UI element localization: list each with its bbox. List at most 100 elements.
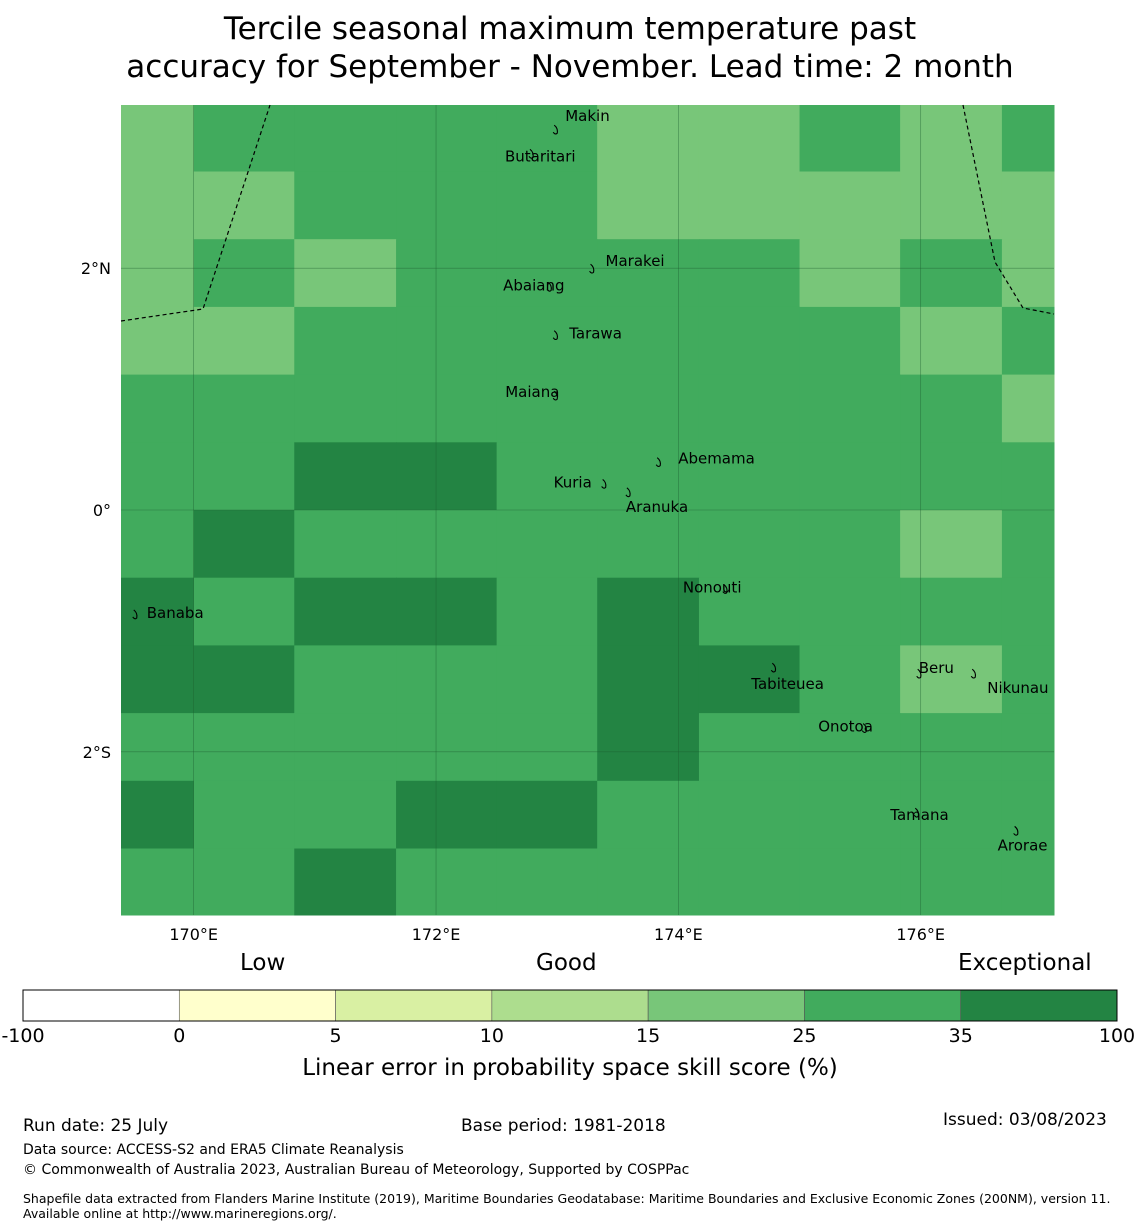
colorbar-bin [804, 989, 962, 1022]
colorbar-label: Linear error in probability space skill … [302, 1055, 838, 1081]
base-period: Base period: 1981-2018 [461, 1116, 666, 1136]
skill-cell [597, 645, 700, 714]
island-label: Abaiang [503, 276, 564, 294]
colorbar-outline [22, 989, 1118, 1022]
colorbar-tick-label: 25 [792, 1025, 817, 1047]
skill-cell [1001, 645, 1055, 714]
skill-cell [698, 510, 801, 579]
lat-tick-label: 2°N [81, 259, 111, 278]
skill-cell [294, 171, 397, 240]
island-label: Banaba [147, 604, 204, 622]
island-label: Beru [919, 659, 954, 677]
skill-cell [1001, 848, 1055, 916]
skill-cell [900, 848, 1003, 916]
skill-cell [294, 713, 397, 782]
skill-cell [396, 306, 498, 376]
skill-cell [799, 645, 901, 714]
skill-cell [496, 645, 598, 714]
skill-cell [294, 374, 397, 443]
island-label: Tarawa [568, 325, 622, 343]
skill-cell [799, 374, 901, 443]
skill-cell [496, 306, 598, 376]
skill-cell [698, 713, 801, 782]
lon-tick-label: 176°E [896, 925, 945, 944]
island-outline [655, 457, 661, 467]
skill-cell [396, 374, 498, 443]
skill-cell [496, 713, 598, 782]
skill-cell [121, 510, 195, 579]
skill-cell [193, 780, 295, 850]
colorbar-bin [491, 989, 649, 1022]
skill-cell [799, 105, 901, 172]
title-line-1: Tercile seasonal maximum temperature pas… [223, 11, 917, 47]
skill-cell [294, 577, 397, 646]
skill-cell [799, 510, 901, 579]
skill-cell [193, 442, 295, 511]
island-outline [546, 281, 552, 292]
skill-cell [193, 374, 295, 443]
skill-cell [496, 171, 598, 240]
skill-cell [1001, 442, 1055, 511]
issued-date: Issued: 03/08/2023 [943, 1110, 1107, 1130]
skill-cell [294, 306, 397, 376]
skill-cell [193, 510, 295, 579]
skill-cell [193, 577, 295, 646]
skill-cell [1001, 577, 1055, 646]
skill-cell [900, 510, 1003, 579]
skill-cell [193, 306, 295, 376]
skill-cell [799, 306, 901, 376]
skill-cell [193, 713, 295, 782]
lon-tick-label: 170°E [169, 925, 218, 944]
run-date: Run date: 25 July [23, 1116, 169, 1136]
island-label: Arorae [998, 836, 1048, 854]
skill-cell [597, 780, 700, 850]
colorbar-tick-label: 15 [636, 1025, 661, 1047]
skill-cell [1001, 306, 1055, 376]
skill-cell [900, 713, 1003, 782]
copyright: © Commonwealth of Australia 2023, Austra… [23, 1162, 690, 1178]
skill-cell [193, 105, 295, 172]
island-label: Marakei [606, 252, 665, 270]
skill-cell [496, 848, 598, 916]
skill-cell [900, 442, 1003, 511]
island-outline [552, 390, 558, 401]
skill-cell [193, 171, 295, 240]
skill-cell [1001, 713, 1055, 782]
skill-cell [698, 171, 801, 240]
skill-cell [496, 239, 598, 308]
eez-boundary-west [120, 104, 271, 322]
skill-cell [121, 306, 195, 376]
skill-cell [698, 848, 801, 916]
island-label: Maiana [505, 383, 559, 401]
skill-cell [900, 577, 1003, 646]
colorbar [22, 989, 1118, 1022]
skill-cell [597, 510, 700, 579]
skill-cell [698, 645, 801, 714]
island-outline [589, 263, 595, 274]
skill-cell [396, 848, 498, 916]
skill-cell [121, 848, 195, 916]
colorbar-tick-label: -100 [1, 1025, 45, 1047]
skill-cell [698, 780, 801, 850]
skill-cell [698, 239, 801, 308]
island-label: Butaritari [505, 147, 576, 165]
island-outline [601, 478, 607, 489]
island-label: Tabiteuea [750, 675, 824, 693]
island-label: Kuria [554, 473, 592, 491]
island-outline [970, 668, 976, 679]
skill-cell [698, 374, 801, 443]
skill-cell [396, 171, 498, 240]
island-label: Nonouti [683, 579, 742, 597]
skill-cell [294, 780, 397, 850]
skill-cell [396, 510, 498, 579]
colorbar-bin [335, 989, 493, 1022]
skill-cell [698, 577, 801, 646]
colorbar-bin [960, 989, 1118, 1022]
shapefile-credit: Shapefile data extracted from Flanders M… [23, 1191, 1111, 1221]
skill-cell [900, 239, 1003, 308]
colorbar-bin [178, 989, 336, 1022]
data-source: Data source: ACCESS-S2 and ERA5 Climate … [23, 1142, 404, 1158]
skill-cell [1001, 105, 1055, 172]
skill-cell [496, 374, 598, 443]
skill-cell [396, 780, 498, 850]
